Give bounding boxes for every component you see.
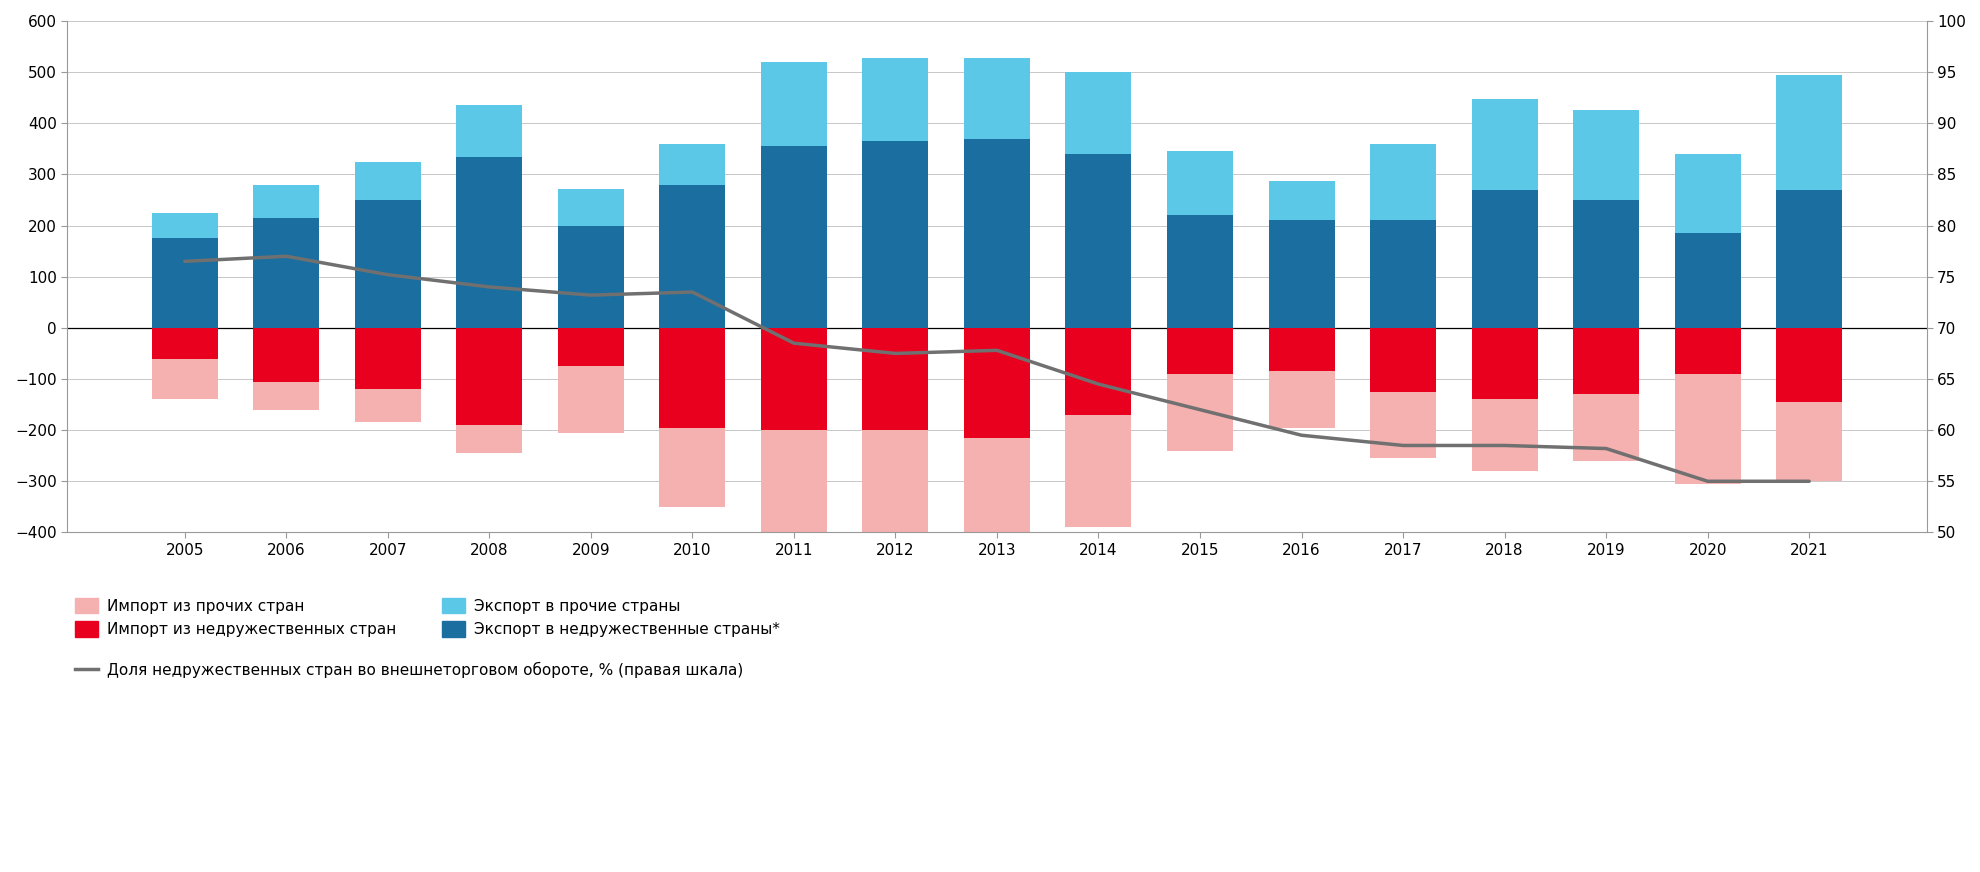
Bar [1267,181,1335,221]
Bar [1166,152,1232,215]
Legend: Доля недружественных стран во внешнеторговом обороте, % (правая шкала): Доля недружественных стран во внешнеторг… [75,662,742,678]
Bar [455,156,523,328]
Bar [964,438,1030,594]
Bar [253,382,319,410]
Bar [1572,394,1637,460]
Bar [558,226,624,328]
Bar [659,144,725,185]
Bar [964,328,1030,438]
Bar [1572,328,1637,394]
Bar [354,328,420,389]
Bar [253,218,319,328]
Bar [253,328,319,382]
Bar [455,328,523,425]
Bar [1166,328,1232,374]
Bar [1471,399,1536,471]
Bar [455,425,523,453]
Bar [1065,72,1131,154]
Bar [1776,402,1841,481]
Bar [1065,415,1131,528]
Bar [760,62,826,146]
Bar [659,328,725,427]
Bar [1267,221,1335,328]
Bar [861,141,929,328]
Bar [1370,144,1436,221]
Bar [964,139,1030,328]
Bar [1673,328,1740,374]
Bar [152,213,218,238]
Bar [1065,328,1131,415]
Bar [861,430,929,594]
Bar [1673,374,1740,484]
Bar [1572,111,1637,200]
Bar [558,188,624,226]
Bar [558,328,624,366]
Bar [1065,154,1131,328]
Bar [1370,328,1436,392]
Bar [1166,374,1232,451]
Bar [152,328,218,358]
Bar [1267,328,1335,371]
Bar [760,146,826,328]
Bar [1370,392,1436,459]
Bar [354,161,420,200]
Bar [1572,200,1637,328]
Bar [1166,215,1232,328]
Bar [760,430,826,589]
Bar [1471,99,1536,190]
Bar [1673,233,1740,328]
Bar [1776,328,1841,402]
Bar [659,185,725,328]
Bar [152,238,218,328]
Bar [964,58,1030,139]
Bar [659,427,725,507]
Bar [1673,154,1740,233]
Bar [861,328,929,430]
Bar [1776,190,1841,328]
Bar [558,366,624,433]
Bar [760,328,826,430]
Bar [354,389,420,422]
Bar [1370,221,1436,328]
Bar [152,358,218,399]
Bar [354,200,420,328]
Bar [1267,371,1335,427]
Bar [455,106,523,156]
Bar [1776,75,1841,190]
Bar [861,58,929,141]
Bar [1471,190,1536,328]
Bar [253,185,319,218]
Bar [1471,328,1536,399]
